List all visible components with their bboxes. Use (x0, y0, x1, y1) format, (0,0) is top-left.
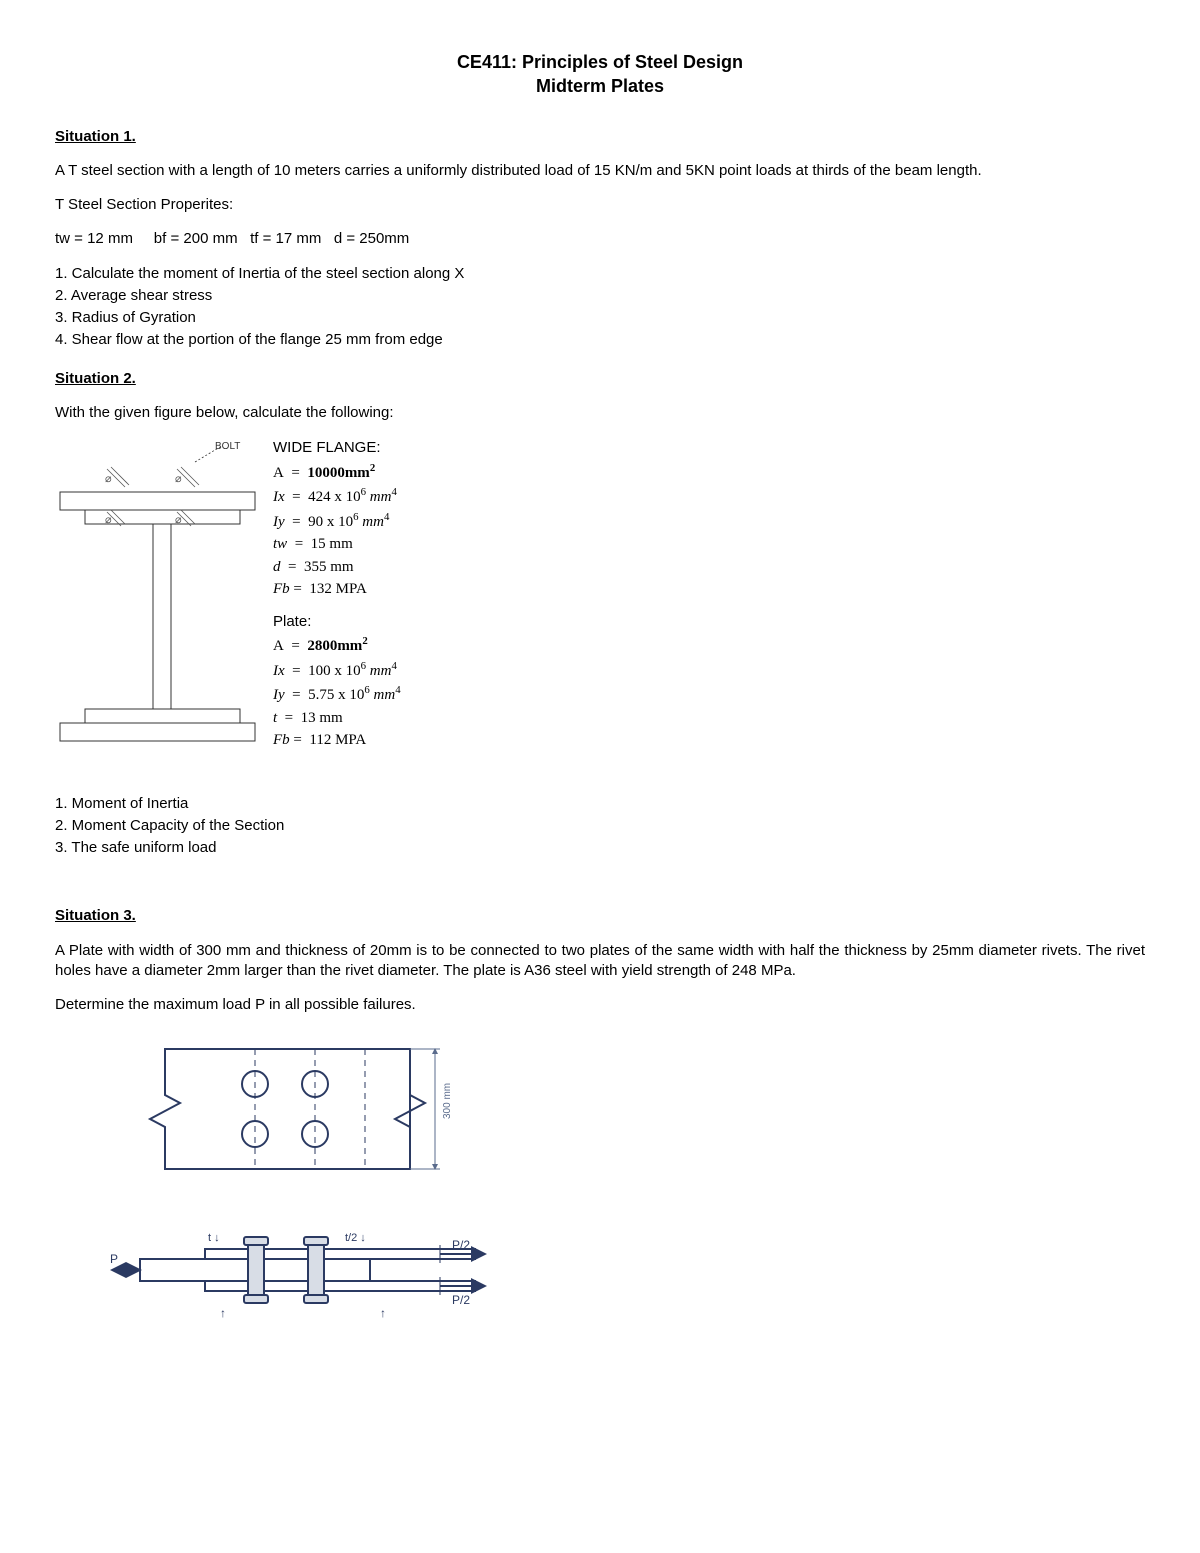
wf-Ix: Ix = 424 x 106 mm4 (273, 484, 401, 509)
wf-tw: tw = 15 mm (273, 533, 401, 556)
plate-title: Plate: (273, 611, 401, 634)
wf-section-svg: BOLT ⌀ ⌀ ⌀ ⌀ (55, 437, 265, 747)
sit1-questions: 1. Calculate the moment of Inertia of th… (55, 264, 1145, 351)
wf-Fb: Fb = 132 MPA (273, 578, 401, 601)
plate-Fb: Fb = 112 MPA (273, 729, 401, 752)
wf-d: d = 355 mm (273, 556, 401, 579)
title-line1: CE411: Principles of Steel Design (55, 50, 1145, 74)
situation-2-heading: Situation 2. (55, 369, 1145, 389)
p-label: P (110, 1252, 118, 1266)
plate-t: t = 13 mm (273, 707, 401, 730)
p2-top: P/2 (452, 1238, 470, 1252)
sit2-data-block: WIDE FLANGE: A = 10000mm2 Ix = 424 x 106… (273, 437, 401, 752)
svg-text:↑: ↑ (380, 1306, 386, 1320)
sit2-questions: 1. Moment of Inertia 2. Moment Capacity … (55, 794, 1145, 859)
sit2-figure: BOLT ⌀ ⌀ ⌀ ⌀ (55, 437, 265, 747)
t2-label: t/2 ↓ (345, 1232, 366, 1244)
sit2-q1: 1. Moment of Inertia (55, 794, 1145, 814)
plate-A: A = 2800mm2 (273, 633, 401, 658)
sit3-para1: A Plate with width of 300 mm and thickne… (55, 941, 1145, 982)
sit2-intro: With the given figure below, calculate t… (55, 403, 1145, 423)
plate-Iy: Iy = 5.75 x 106 mm4 (273, 682, 401, 707)
page-title: CE411: Principles of Steel Design Midter… (55, 50, 1145, 99)
sit1-q2: 2. Average shear stress (55, 286, 1145, 306)
dim-300mm: 300 mm (442, 1083, 453, 1119)
sit2-q3: 3. The safe uniform load (55, 838, 1145, 858)
sit1-para1: A T steel section with a length of 10 me… (55, 161, 1145, 181)
svg-text:↑: ↑ (220, 1306, 226, 1320)
sit3-para2: Determine the maximum load P in all poss… (55, 995, 1145, 1015)
wf-title: WIDE FLANGE: (273, 437, 401, 460)
sit1-q4: 4. Shear flow at the portion of the flan… (55, 330, 1145, 350)
sit1-q1: 1. Calculate the moment of Inertia of th… (55, 264, 1145, 284)
sit1-q3: 3. Radius of Gyration (55, 308, 1145, 328)
wf-A: A = 10000mm2 (273, 460, 401, 485)
bolt-label: BOLT (215, 441, 240, 452)
sit2-q2: 2. Moment Capacity of the Section (55, 816, 1145, 836)
situation-3-heading: Situation 3. (55, 906, 1145, 926)
svg-text:⌀: ⌀ (175, 473, 182, 485)
svg-text:⌀: ⌀ (105, 473, 112, 485)
t-label: t ↓ (208, 1232, 220, 1244)
p2-bot: P/2 (452, 1293, 470, 1307)
wf-Iy: Iy = 90 x 106 mm4 (273, 509, 401, 534)
plate-Ix: Ix = 100 x 106 mm4 (273, 658, 401, 683)
situation-1-heading: Situation 1. (55, 127, 1145, 147)
svg-text:⌀: ⌀ (105, 514, 112, 526)
plate-connection-svg: 300 mm P (110, 1029, 490, 1334)
svg-text:⌀: ⌀ (175, 514, 182, 526)
title-line2: Midterm Plates (55, 74, 1145, 98)
sit3-figure: 300 mm P (110, 1029, 1145, 1334)
sit1-props: tw = 12 mm bf = 200 mm tf = 17 mm d = 25… (55, 229, 1145, 249)
sit1-para2: T Steel Section Properites: (55, 195, 1145, 215)
sit2-figure-and-data: BOLT ⌀ ⌀ ⌀ ⌀ WIDE FLANGE: A = 10000mm2 I… (55, 437, 1145, 752)
